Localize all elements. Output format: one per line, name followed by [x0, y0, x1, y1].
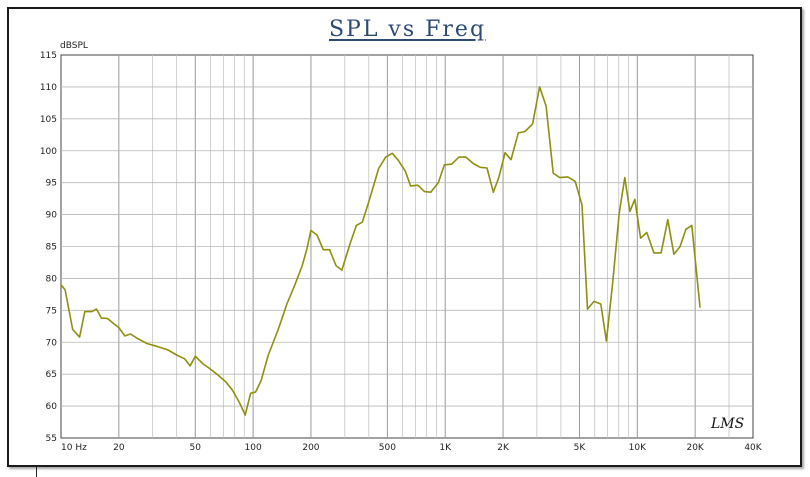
x-tick-labels: 10 Hz 20 50 100 200 500 1K 2K 5K 10K 20K 40K [61, 443, 763, 453]
x-tick-label: 50 [190, 443, 202, 453]
x-tick-label: 10 Hz [61, 443, 87, 453]
x-tick-label: 10K [629, 443, 647, 453]
x-tick-label: 5K [574, 443, 587, 453]
horizontal-grid [61, 86, 753, 407]
y-tick-label: 90 [46, 211, 58, 221]
x-tick-label: 40K [744, 443, 762, 453]
y-tick-label: 100 [40, 147, 57, 157]
x-tick-label: 1K [439, 443, 452, 453]
y-tick-labels: 55 60 65 70 75 80 85 90 95 100 105 110 115 [40, 51, 57, 444]
y-tick-label: 105 [40, 115, 57, 125]
x-tick-label: 100 [245, 443, 262, 453]
y-tick-label: 55 [46, 434, 57, 444]
series-layer [60, 86, 701, 416]
x-tick-label: 2K [497, 443, 510, 453]
signature-logo: LMS [710, 416, 744, 432]
y-tick-label: 65 [46, 370, 57, 380]
y-tick-label: 80 [46, 274, 58, 284]
x-tick-label: 200 [302, 443, 319, 453]
y-tick-label: 70 [46, 338, 58, 348]
y-tick-label: 85 [46, 243, 57, 253]
x-tick-label: 500 [379, 443, 396, 453]
x-tick-label: 20K [686, 443, 704, 453]
y-tick-label: 115 [40, 51, 57, 61]
chart-title: SPL vs Freq [328, 17, 487, 42]
y-tick-label: 95 [46, 179, 57, 189]
y-tick-label: 60 [46, 402, 58, 412]
corner-mark [36, 466, 43, 477]
x-tick-label: 20 [113, 443, 125, 453]
y-axis-label: dBSPL [60, 41, 88, 51]
spl-curve [60, 86, 701, 416]
y-tick-label: 75 [46, 306, 57, 316]
y-tick-label: 110 [40, 83, 57, 93]
